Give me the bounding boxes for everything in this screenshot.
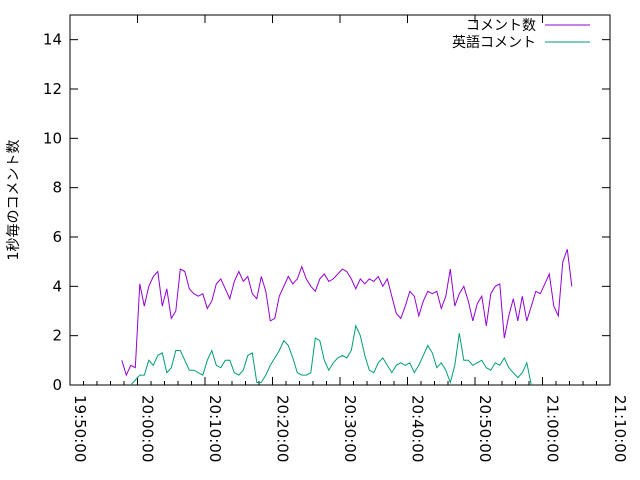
legend-label: コメント数 [466, 18, 536, 34]
x-tick-label: 20:00:00 [139, 395, 157, 462]
legend-label: 英語コメント [452, 34, 536, 51]
x-tick-label: 19:50:00 [71, 395, 89, 462]
y-tick-label: 0 [52, 376, 62, 394]
x-axis: 19:50:00 20:00:00 20:10:00 20:20:00 20:30:00… [69, 15, 629, 462]
x-tick-label: 20:20:00 [274, 395, 292, 462]
y-tick-label: 6 [52, 228, 62, 246]
plot-frame [69, 14, 611, 386]
x-tick-label: 21:00:00 [544, 395, 562, 462]
series-layer [121, 249, 573, 386]
series-line-2 [130, 324, 532, 386]
y-tick-label: 10 [43, 129, 62, 147]
y-tick-label: 12 [43, 80, 62, 98]
x-tick-label: 20:40:00 [409, 395, 427, 462]
y-tick-label: 14 [43, 31, 62, 49]
x-tick-label: 21:10:00 [611, 395, 629, 462]
x-tick-label: 20:30:00 [341, 395, 359, 462]
y-tick-label: 8 [52, 179, 62, 197]
y-tick-label: 2 [52, 327, 62, 345]
x-tick-label: 20:50:00 [476, 395, 494, 462]
y-axis-label: 1秒毎のコメント数 [6, 140, 22, 261]
y-axis: 0 2 4 6 8 10 12 14 [43, 31, 610, 394]
x-tick-label: 20:10:00 [206, 395, 224, 462]
series-line-1 [121, 249, 573, 377]
y-tick-label: 4 [52, 277, 62, 295]
